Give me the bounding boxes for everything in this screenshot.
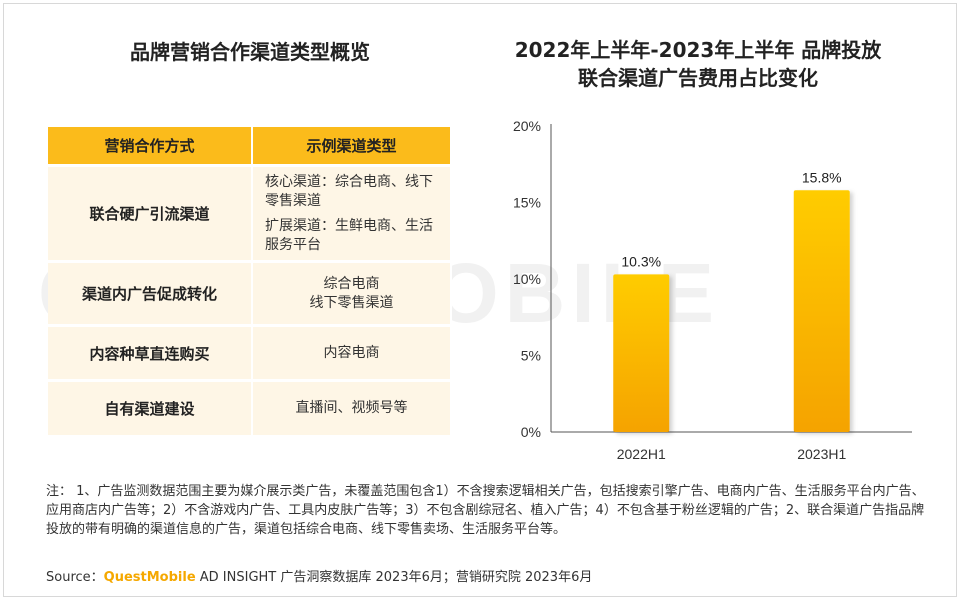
- method-cell: 联合硬广引流渠道: [48, 165, 253, 263]
- header-examples: 示例渠道类型: [252, 127, 452, 167]
- bar-value-label: 15.8%: [802, 169, 842, 185]
- method-cell: 自有渠道建设: [48, 380, 253, 438]
- source-line: Source：QuestMobile AD INSIGHT 广告洞察数据库 20…: [46, 566, 592, 585]
- example-line: 线下零售渠道: [309, 294, 394, 311]
- table-row: 内容种草直连购买 内容电商: [48, 325, 452, 382]
- footnote: 注： 1、广告监测数据范围主要为媒介展示类广告，未覆盖范围包含1）不含搜索逻辑相…: [46, 484, 925, 537]
- table-row: 渠道内广告促成转化 综合电商 线下零售渠道: [48, 261, 452, 327]
- x-tick-label: 2022H1: [617, 446, 666, 462]
- example-line: 内容电商: [323, 344, 380, 361]
- header-method: 营销合作方式: [48, 127, 253, 167]
- method-cell: 内容种草直连购买: [48, 325, 253, 382]
- source-prefix: Source：: [46, 570, 104, 585]
- example-line: 扩展渠道：生鲜电商、生活服务平台: [265, 217, 433, 253]
- examples-cell: 内容电商: [252, 325, 452, 382]
- source-brand: QuestMobile: [103, 570, 196, 585]
- table-row: 自有渠道建设 直播间、视频号等: [48, 380, 452, 438]
- bar-chart: 0% 5% 10% 15% 20% 10.3% 2022H1 15.8% 2023H1: [513, 118, 912, 462]
- y-tick-label: 5%: [521, 348, 541, 364]
- chart-title-line-1: 2022年上半年-2023年上半年 品牌投放: [514, 38, 882, 62]
- y-tick-label: 0%: [521, 424, 541, 440]
- chart-title-line-2: 联合渠道广告费用占比变化: [578, 66, 818, 90]
- y-tick-label: 20%: [513, 118, 541, 134]
- example-line: 综合电商: [323, 275, 380, 292]
- y-tick-label: 15%: [513, 195, 541, 211]
- left-title: 品牌营销合作渠道类型概览: [130, 40, 370, 64]
- bar-value-label: 10.3%: [621, 253, 661, 269]
- example-line: 核心渠道：综合电商、线下零售渠道: [265, 173, 433, 209]
- page-frame: [3, 3, 957, 597]
- examples-cell: 直播间、视频号等: [252, 380, 452, 438]
- bar-2023H1: [793, 190, 850, 432]
- table-row: 联合硬广引流渠道 核心渠道：综合电商、线下零售渠道 扩展渠道：生鲜电商、生活服务…: [48, 165, 452, 263]
- examples-cell: 综合电商 线下零售渠道: [252, 261, 452, 327]
- method-cell: 渠道内广告促成转化: [48, 261, 253, 327]
- bar-2022H1: [613, 274, 670, 432]
- y-tick-label: 10%: [513, 271, 541, 287]
- example-line: 直播间、视频号等: [295, 400, 408, 416]
- source-rest: AD INSIGHT 广告洞察数据库 2023年6月；营销研究院 2023年6月: [195, 570, 593, 585]
- examples-cell: 核心渠道：综合电商、线下零售渠道 扩展渠道：生鲜电商、生活服务平台: [252, 165, 452, 263]
- table-header-row: 营销合作方式 示例渠道类型: [48, 127, 452, 167]
- x-tick-label: 2023H1: [797, 446, 846, 462]
- channel-type-table: 营销合作方式 示例渠道类型 联合硬广引流渠道 核心渠道：综合电商、线下零售渠道 …: [48, 127, 452, 438]
- chart-title: 2022年上半年-2023年上半年 品牌投放 联合渠道广告费用占比变化: [470, 36, 926, 92]
